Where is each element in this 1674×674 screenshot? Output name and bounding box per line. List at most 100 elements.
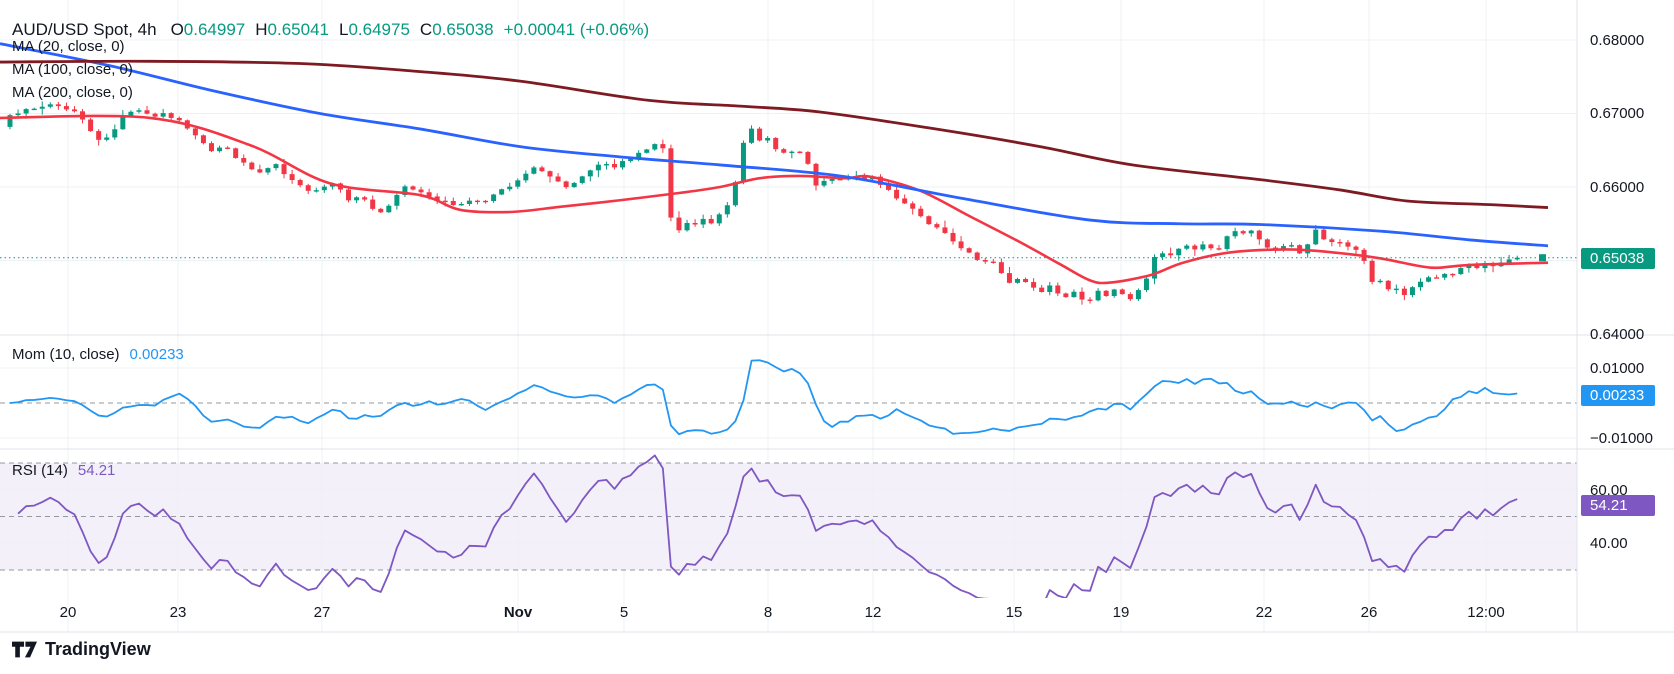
candle-body xyxy=(1023,278,1029,283)
candle-body xyxy=(1514,257,1520,260)
candle-body xyxy=(1168,253,1174,256)
candle-body xyxy=(152,113,158,117)
candle-body xyxy=(136,110,142,112)
candle-body xyxy=(31,108,37,111)
candle-body xyxy=(821,180,827,186)
ohlc-low-label: L xyxy=(338,20,349,39)
rsi-legend[interactable]: RSI (14) 54.21 xyxy=(12,462,115,479)
candle-body xyxy=(636,152,642,159)
candle-body xyxy=(39,106,45,109)
candle-body xyxy=(861,176,867,180)
candle-body xyxy=(96,131,102,140)
candle-body xyxy=(378,208,384,213)
candle-body xyxy=(628,158,634,162)
candle-body xyxy=(805,152,811,164)
tradingview-logo-icon xyxy=(12,641,37,657)
candle-body xyxy=(902,198,908,204)
candle-body xyxy=(1426,277,1432,282)
ma100-line xyxy=(0,42,1549,248)
candle-body xyxy=(1377,280,1383,283)
candle-body xyxy=(386,205,392,213)
candle-body xyxy=(1418,281,1423,288)
candle-body xyxy=(1111,289,1117,296)
ma20-legend[interactable]: MA (20, close, 0) xyxy=(12,38,125,55)
axis-price-label: 0.67000 xyxy=(1590,105,1645,122)
candle-body xyxy=(652,144,658,150)
candle-body xyxy=(104,137,110,140)
candle-body xyxy=(491,194,497,202)
candle-body xyxy=(603,164,609,166)
candle-body xyxy=(394,195,400,206)
candle-body xyxy=(1087,299,1093,301)
axis-time-label: 26 xyxy=(1360,604,1378,621)
candle-body xyxy=(813,163,819,186)
ma200-legend[interactable]: MA (200, close, 0) xyxy=(12,84,133,101)
candle-body xyxy=(1006,273,1012,283)
candle-body xyxy=(281,164,287,175)
candle-body xyxy=(1289,245,1295,247)
ma100-legend[interactable]: MA (100, close, 0) xyxy=(12,61,133,78)
candle-body xyxy=(15,113,21,116)
axis-price-label: 0.66000 xyxy=(1590,178,1645,196)
rsi-line xyxy=(17,454,1518,598)
candle-body xyxy=(1152,256,1158,279)
momentum-legend[interactable]: Mom (10, close) 0.00233 xyxy=(12,346,184,363)
candle-body xyxy=(934,224,940,228)
candle-body xyxy=(241,157,247,163)
ohlc-high-label: H xyxy=(255,20,268,39)
candle-body xyxy=(660,144,666,149)
candle-body xyxy=(789,151,795,154)
candle-body xyxy=(1031,282,1037,288)
candle-body xyxy=(120,116,126,130)
candle-body xyxy=(1200,244,1206,250)
current-price-marker xyxy=(1539,254,1546,262)
tradingview-logo-text: TradingView xyxy=(45,639,151,659)
axis-time-label: 8 xyxy=(763,604,773,621)
candle-body xyxy=(894,189,900,199)
candle-body xyxy=(974,252,980,260)
candle-body xyxy=(1280,246,1286,251)
candle-body xyxy=(724,205,730,215)
candle-body xyxy=(466,200,472,204)
candle-body xyxy=(797,151,803,154)
candle-body xyxy=(297,180,303,186)
axis-price-label: 0.68000 xyxy=(1590,31,1645,49)
candle-body xyxy=(321,186,327,191)
candle-body xyxy=(370,199,376,209)
axis-time-label: 12 xyxy=(864,604,882,621)
rsi-legend-value: 54.21 xyxy=(77,462,116,479)
candle-body xyxy=(740,142,746,183)
candle-body xyxy=(829,178,835,181)
candle-body xyxy=(708,218,714,224)
candle-body xyxy=(1264,239,1270,248)
candle-body xyxy=(483,200,489,203)
candle-body xyxy=(958,241,964,249)
axis-price-label: 40.00 xyxy=(1590,534,1628,552)
candle-body xyxy=(209,143,214,152)
candle-body xyxy=(877,176,883,185)
candle-body xyxy=(273,164,279,169)
axis-time-label: 20 xyxy=(59,604,77,621)
candle-body xyxy=(1329,239,1335,243)
candle-body xyxy=(1071,291,1077,298)
momentum-line xyxy=(9,359,1518,436)
candle-body xyxy=(1353,246,1359,250)
candle-body xyxy=(63,106,69,110)
candle-body xyxy=(773,137,779,150)
ma200-line xyxy=(0,59,1549,209)
candle-body xyxy=(71,109,77,112)
candle-body xyxy=(1337,242,1343,244)
candle-body xyxy=(1055,285,1061,294)
candle-body xyxy=(732,182,738,206)
tradingview-logo[interactable]: TradingView xyxy=(12,639,151,660)
candle-body xyxy=(1119,289,1125,295)
candle-body xyxy=(587,170,593,177)
axis-time-label: 12:00 xyxy=(1467,604,1505,621)
symbol-title[interactable]: AUD/USD Spot, 4h xyxy=(12,20,157,39)
candle-body xyxy=(1385,280,1391,290)
candle-body xyxy=(531,167,537,174)
candle-body xyxy=(926,216,932,225)
ohlc-open-label: O xyxy=(170,20,184,39)
candle-body xyxy=(1079,291,1085,300)
